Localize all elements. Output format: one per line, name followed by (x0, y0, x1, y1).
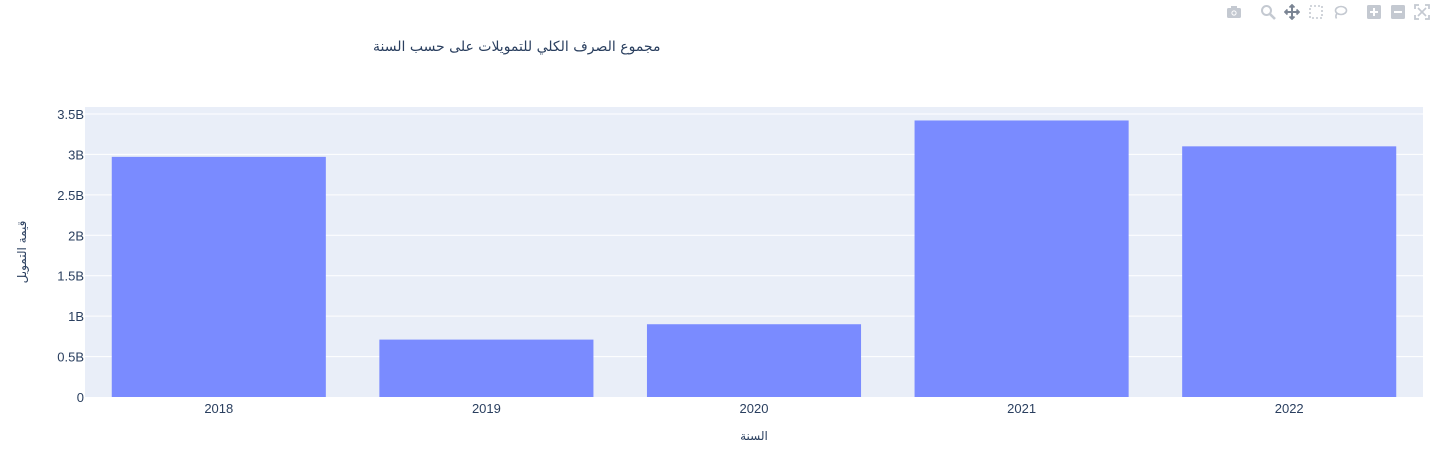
lasso-select-icon[interactable] (1328, 2, 1352, 22)
x-tick-label: 2022 (1275, 401, 1304, 416)
y-tick-label: 0 (77, 390, 84, 405)
pan-icon[interactable] (1280, 2, 1304, 22)
modebar (1212, 2, 1434, 22)
box-select-icon[interactable] (1304, 2, 1328, 22)
x-axis-ticks: 2018 2019 2020 2021 2022 (204, 401, 1303, 416)
modebar-group-zoom (1362, 2, 1434, 22)
y-tick-label: 3B (68, 147, 84, 162)
x-tick-label: 2018 (204, 401, 233, 416)
x-tick-label: 2019 (472, 401, 501, 416)
bar-2021[interactable] (914, 120, 1129, 398)
zoom-in-icon[interactable] (1362, 2, 1386, 22)
bar-2019[interactable] (379, 339, 594, 397)
zoom-out-icon[interactable] (1386, 2, 1410, 22)
zoom-icon[interactable] (1256, 2, 1280, 22)
x-axis-title: السنة (740, 429, 768, 443)
x-tick-label: 2020 (740, 401, 769, 416)
camera-icon[interactable] (1222, 2, 1246, 22)
y-axis-ticks: 0 0.5B 1B 1.5B 2B 2.5B 3B 3.5B (57, 107, 84, 405)
modebar-group-export (1222, 2, 1246, 22)
modebar-group-tools (1256, 2, 1352, 22)
bar-2020[interactable] (646, 324, 862, 397)
autoscale-icon[interactable] (1410, 2, 1434, 22)
y-axis-title: قيمة التمويل (15, 221, 30, 284)
chart-title: مجموع الصرف الكلي للتمويلات على حسب السن… (373, 39, 660, 55)
y-tick-label: 3.5B (57, 107, 84, 122)
x-tick-label: 2021 (1007, 401, 1036, 416)
bars (111, 120, 1397, 398)
y-tick-label: 2.5B (57, 188, 84, 203)
y-tick-label: 1.5B (57, 269, 84, 284)
bar-2022[interactable] (1182, 146, 1397, 397)
y-tick-label: 0.5B (57, 350, 84, 365)
y-tick-label: 1B (68, 309, 84, 324)
bar-2018[interactable] (111, 156, 326, 397)
y-tick-label: 2B (68, 228, 84, 243)
